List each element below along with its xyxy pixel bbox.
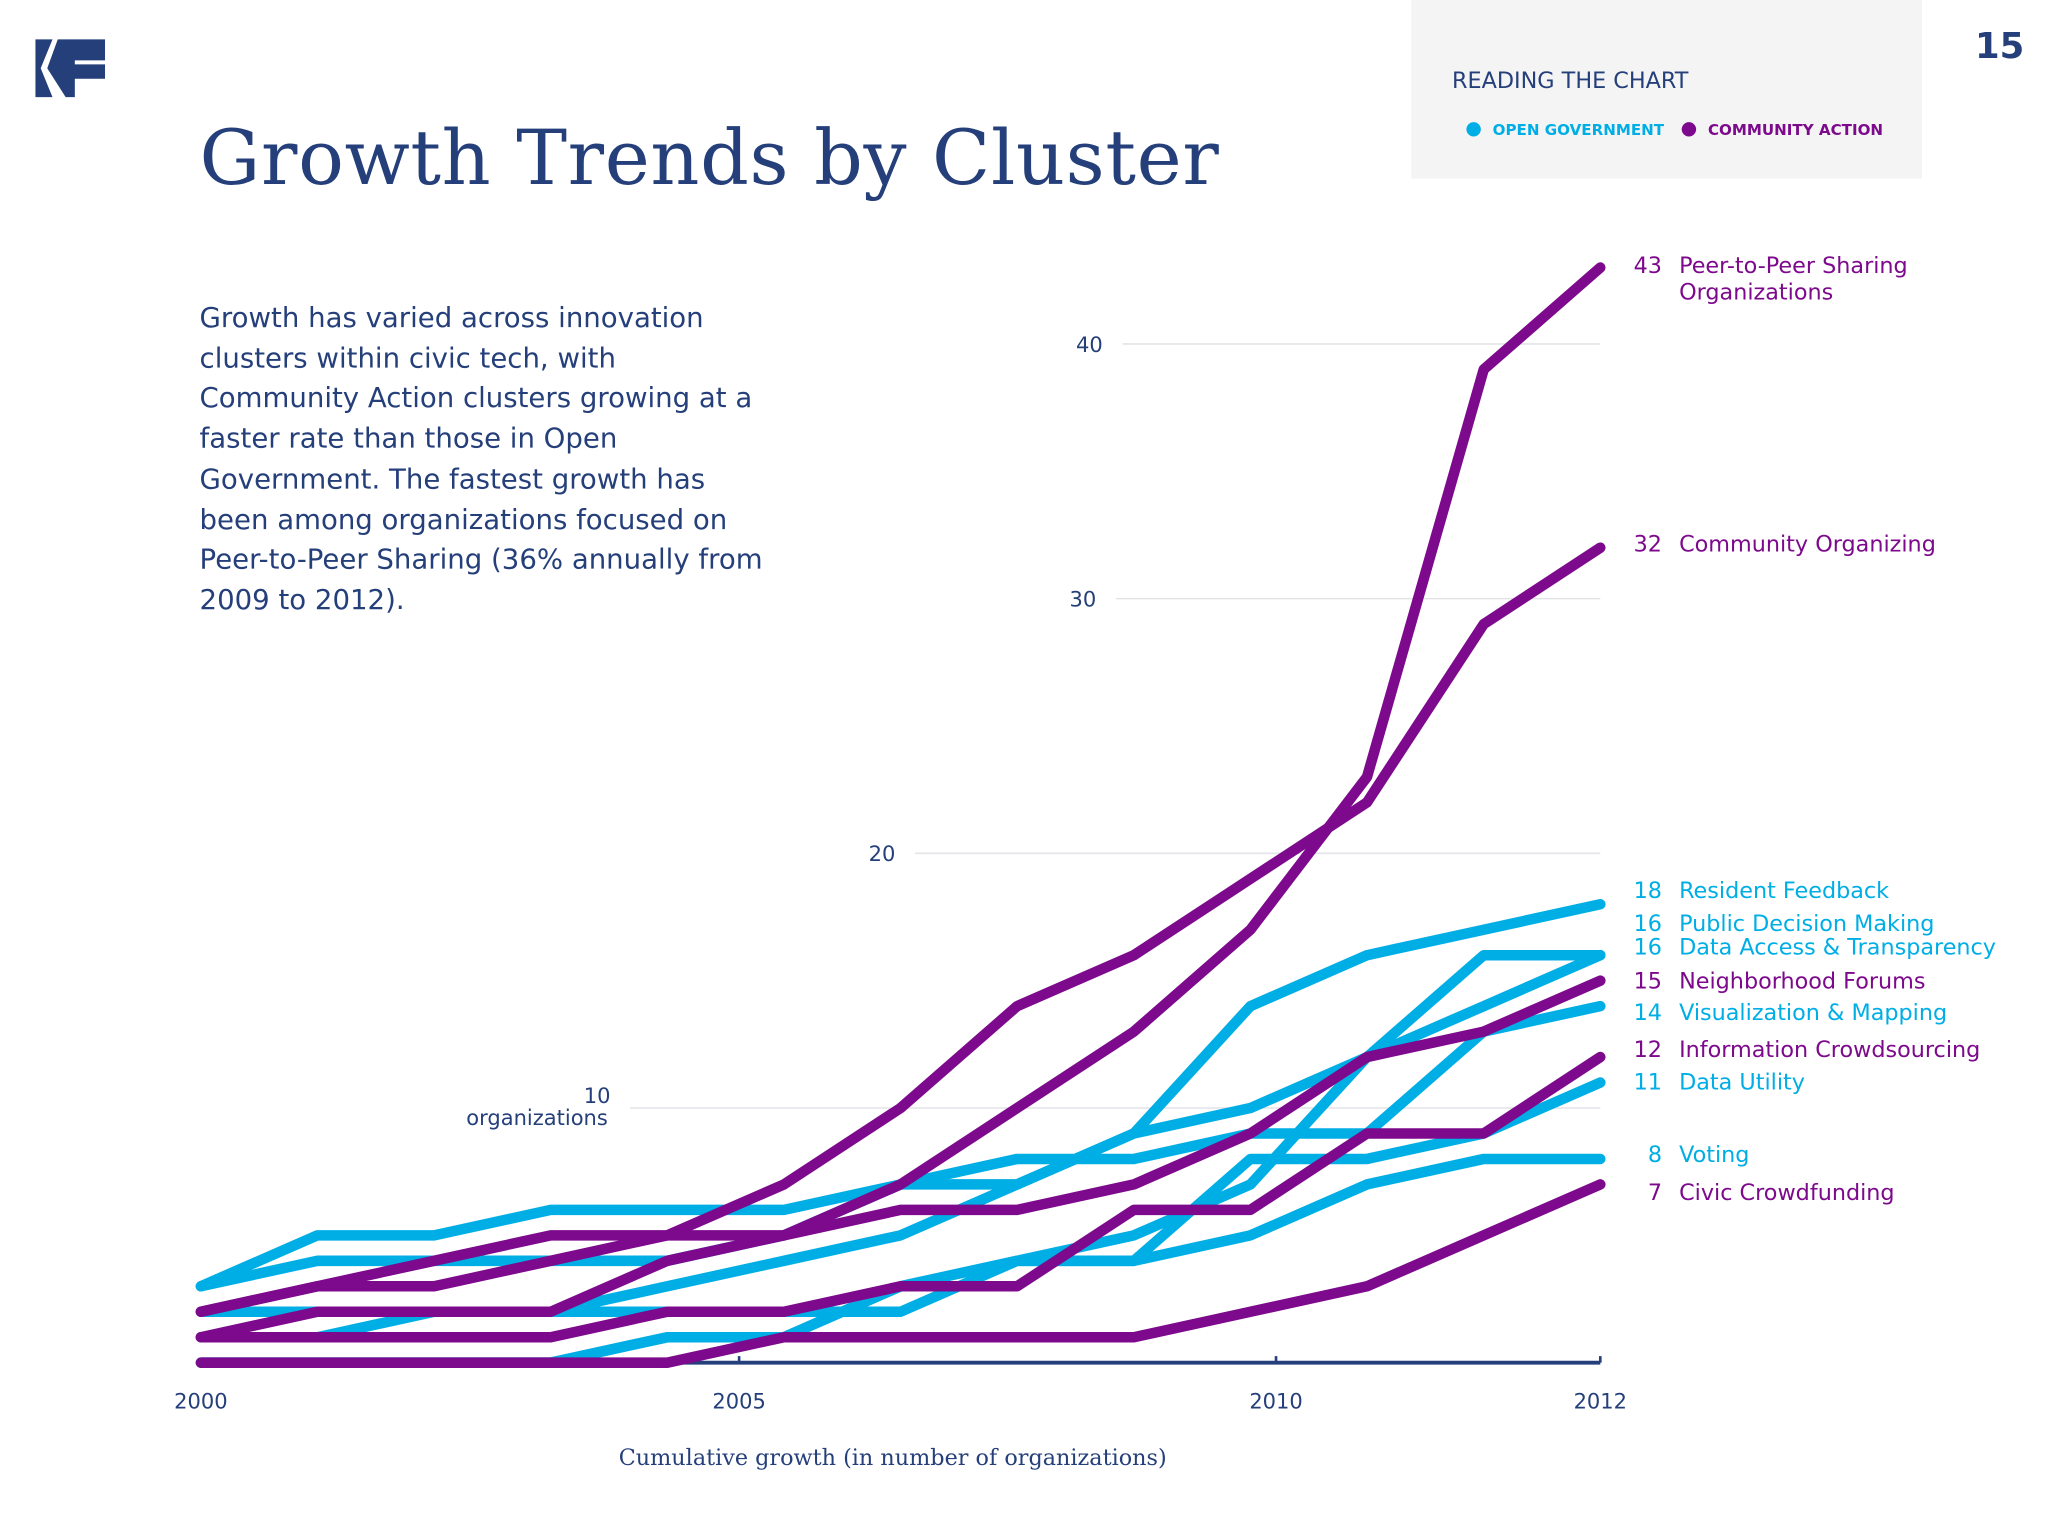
legend-title: READING THE CHART (1451, 68, 1689, 95)
series-line-information-crowdsourcing (195, 1051, 1606, 1343)
series-line-peer-to-peer-sharing-organizations (195, 262, 1606, 1343)
series-final-value: 15 (1634, 969, 1662, 995)
series-name-label: Data Utility (1679, 1070, 1805, 1096)
series-name-label: Resident Feedback (1679, 878, 1889, 904)
y-tick-label: 10 (584, 1084, 611, 1108)
series-name-label: Public Decision Making (1679, 911, 1934, 937)
series-name-label: Civic Crowdfunding (1679, 1180, 1895, 1206)
legend-label: OPEN GOVERNMENT (1492, 120, 1665, 140)
series-final-value: 11 (1634, 1070, 1662, 1096)
page-title: Growth Trends by Cluster (199, 112, 1220, 203)
x-tick-label: 2005 (712, 1390, 765, 1414)
series-line-neighborhood-forums (195, 975, 1606, 1318)
y-tick-label: 40 (1076, 333, 1103, 357)
legend-item-open-government: OPEN GOVERNMENT (1466, 121, 1664, 139)
intro-text: Growth has varied across innovation clus… (199, 301, 763, 616)
series-final-value: 14 (1634, 1000, 1662, 1026)
x-axis-label: Cumulative growth (in number of organiza… (618, 1445, 1167, 1472)
y-tick-label: 30 (1069, 588, 1096, 612)
series-name-label: Community Organizing (1679, 531, 1936, 557)
series-name-label: Neighborhood Forums (1679, 969, 1925, 995)
series-final-value: 16 (1634, 911, 1662, 937)
legend-label: COMMUNITY ACTION (1707, 120, 1884, 140)
legend-dot-icon (1466, 122, 1481, 137)
x-tick-label: 2010 (1249, 1390, 1302, 1414)
legend: READING THE CHART OPEN GOVERNMENT COMMUN… (1411, 0, 1922, 179)
legend-item-community-action: COMMUNITY ACTION (1681, 120, 1884, 140)
page-number: 15 (1975, 26, 2025, 67)
series-line-community-organizing (195, 542, 1606, 1318)
series-name-label: Peer-to-Peer Sharing (1679, 253, 1908, 279)
series-final-value: 8 (1648, 1142, 1662, 1168)
y-tick-label: 20 (869, 842, 896, 866)
series-line-civic-crowdfunding (195, 1179, 1606, 1368)
series-final-value: 16 (1634, 934, 1662, 960)
series-name-label: Organizations (1679, 279, 1833, 305)
series-name-label: Data Access & Transparency (1679, 934, 1996, 960)
series-name-label: Visualization & Mapping (1679, 1000, 1947, 1026)
y-axis-label: organizations (466, 1106, 608, 1130)
x-tick-label: 2012 (1574, 1390, 1627, 1414)
x-tick-label: 2000 (174, 1390, 227, 1414)
series-final-value: 18 (1634, 878, 1662, 904)
series-final-value: 43 (1634, 253, 1662, 279)
series-final-value: 12 (1634, 1037, 1662, 1063)
series-final-value: 32 (1634, 531, 1662, 557)
series-name-label: Information Crowdsourcing (1679, 1037, 1980, 1063)
series-final-value: 7 (1648, 1180, 1662, 1206)
legend-dot-icon (1681, 122, 1697, 137)
kf-logo (35, 39, 106, 98)
series-line-resident-feedback (195, 899, 1606, 1292)
series-name-label: Voting (1679, 1142, 1749, 1168)
